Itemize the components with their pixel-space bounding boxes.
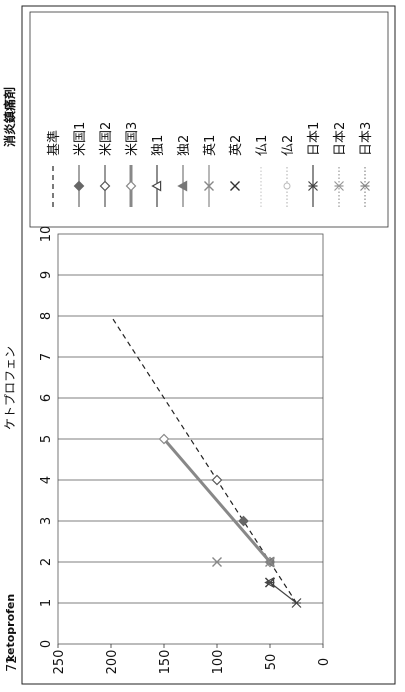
grid-lines xyxy=(58,274,323,604)
legend-label: 英2 xyxy=(229,135,244,156)
x-tick-label: 50 xyxy=(264,654,279,671)
data-point xyxy=(238,515,249,527)
x-tick-label: 0 xyxy=(317,658,332,666)
data-point xyxy=(212,557,222,567)
legend-marker xyxy=(125,180,137,192)
y-tick-label: 0 xyxy=(39,640,54,648)
data-point xyxy=(291,598,302,608)
legend-label: 独1 xyxy=(151,135,166,156)
legend-label: 米国3 xyxy=(125,122,140,156)
legend-marker xyxy=(73,180,85,192)
y-tick-label: 10 xyxy=(39,226,54,243)
plot-marks xyxy=(110,315,302,608)
chart-frame xyxy=(21,5,396,685)
x-axis: 0 50 100 150 200 250 xyxy=(52,644,332,674)
legend-label: 日本3 xyxy=(359,122,374,156)
legend-marker xyxy=(99,180,111,192)
y-tick-label: 6 xyxy=(39,394,54,402)
legend-marker xyxy=(230,181,240,191)
y-tick-label: 5 xyxy=(39,435,54,443)
legend-marker xyxy=(204,181,214,191)
legend-label: 仏2 xyxy=(281,135,296,156)
y-tick-label: 1 xyxy=(39,599,54,607)
x-tick-label: 200 xyxy=(105,650,120,675)
series-line xyxy=(162,438,272,563)
legend-label: 日本2 xyxy=(333,122,348,156)
y-tick-label: 4 xyxy=(39,476,54,484)
legend-label: 基準 xyxy=(46,130,62,156)
legend-label: 米国1 xyxy=(73,122,88,156)
legend-marker xyxy=(360,181,370,191)
legend-marker xyxy=(151,180,162,192)
legend-label: 米国2 xyxy=(99,122,114,156)
legend-label: 独2 xyxy=(177,135,192,156)
y-axis: 0 1 2 3 4 5 6 7 8 9 10 xyxy=(39,226,54,648)
legend-marker xyxy=(308,181,318,191)
x-tick-label: 100 xyxy=(211,650,226,675)
data-point xyxy=(265,577,275,588)
category-label: 消炎鎮痛剤 xyxy=(2,87,17,147)
data-point xyxy=(265,557,275,567)
y-tick-label: 9 xyxy=(39,271,54,279)
legend-marker xyxy=(334,181,344,191)
legend-label: 英1 xyxy=(203,135,218,156)
drug-name-en: ketoprofen xyxy=(4,594,17,662)
y-tick-label: 2 xyxy=(39,558,54,566)
series-line xyxy=(269,582,297,604)
y-tick-label: 3 xyxy=(39,517,54,525)
legend-box xyxy=(29,11,389,228)
y-tick-label: 7 xyxy=(39,353,54,361)
legend-marker xyxy=(283,182,291,190)
data-point xyxy=(158,433,170,445)
chart-title: ケトプロフェン xyxy=(3,346,17,430)
x-tick-label: 150 xyxy=(158,650,173,675)
y-tick-label: 8 xyxy=(39,312,54,320)
legend-label: 日本1 xyxy=(307,122,322,156)
x-tick-label: 250 xyxy=(52,650,67,675)
legend: 基準 米国1 米国2 米国3 独1 独2 英1 英2 仏1 仏2 日本1 日本2 日本3 xyxy=(46,122,374,207)
legend-marker xyxy=(177,180,188,192)
legend-label: 仏1 xyxy=(255,135,270,156)
data-point xyxy=(211,474,223,486)
